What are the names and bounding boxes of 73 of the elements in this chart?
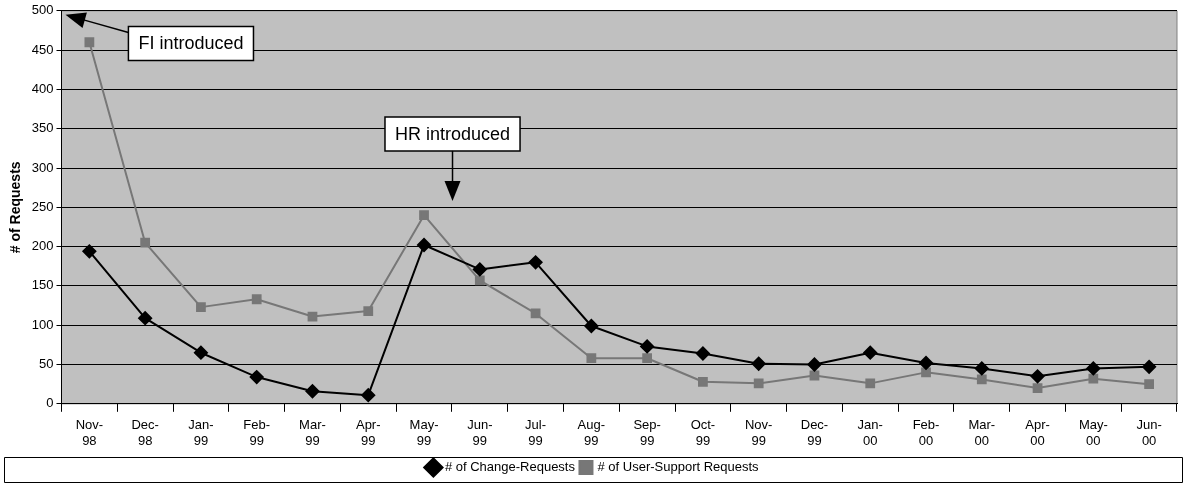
point bbox=[753, 378, 764, 389]
point bbox=[140, 237, 151, 248]
y-tick-label: 50 bbox=[39, 356, 54, 372]
point bbox=[865, 378, 876, 389]
point bbox=[251, 294, 262, 305]
legend-label: # of Change-Requests bbox=[444, 459, 576, 475]
x-tick-label: Dec-98 bbox=[131, 417, 159, 448]
point bbox=[919, 355, 934, 370]
point bbox=[1030, 369, 1045, 384]
point bbox=[1032, 383, 1043, 393]
point bbox=[698, 376, 708, 387]
point bbox=[363, 306, 374, 316]
y-tick-label: 200 bbox=[31, 238, 54, 254]
point bbox=[974, 361, 989, 376]
y-axis-title: # of Requests bbox=[7, 161, 24, 254]
x-tick-label: Apr-99 bbox=[355, 417, 381, 448]
point bbox=[84, 37, 95, 48]
point bbox=[586, 353, 597, 364]
y-tick-label: 500 bbox=[31, 2, 54, 18]
point bbox=[361, 388, 376, 403]
y-tick-label: 300 bbox=[31, 159, 54, 175]
point bbox=[921, 367, 931, 378]
point bbox=[976, 374, 987, 385]
point bbox=[640, 339, 655, 354]
point bbox=[807, 357, 822, 372]
x-tick-label: Mar-00 bbox=[968, 417, 996, 448]
x-tick-label: Mar-99 bbox=[299, 417, 326, 448]
x-tick-label: Feb-00 bbox=[912, 417, 940, 448]
point bbox=[751, 356, 766, 371]
point bbox=[1086, 361, 1101, 376]
y-tick-label: 350 bbox=[31, 120, 54, 136]
point bbox=[642, 353, 653, 364]
point bbox=[474, 275, 485, 286]
y-tick-label: 400 bbox=[31, 80, 54, 96]
x-tick-label: Sep-99 bbox=[633, 417, 661, 448]
x-tick-label: Oct-99 bbox=[690, 417, 716, 448]
point bbox=[196, 302, 206, 313]
point bbox=[82, 244, 97, 259]
y-tick-label: 450 bbox=[31, 41, 54, 57]
point bbox=[472, 262, 487, 277]
point bbox=[863, 345, 878, 360]
x-tick-label: Dec-99 bbox=[800, 417, 829, 448]
point bbox=[193, 345, 208, 360]
x-tick-label: Jun-00 bbox=[1136, 417, 1162, 448]
point bbox=[584, 318, 599, 333]
x-tick-label: May-99 bbox=[409, 417, 439, 448]
x-tick-label: Jan-00 bbox=[857, 417, 883, 448]
y-tick-label: 0 bbox=[46, 395, 54, 411]
x-tick-label: Nov-98 bbox=[75, 417, 104, 448]
point bbox=[1088, 373, 1099, 384]
x-tick-label: Jun-99 bbox=[467, 417, 493, 448]
x-tick-label: May-00 bbox=[1078, 417, 1108, 448]
x-tick-label: Aug-99 bbox=[577, 417, 606, 448]
legend-label: # of User-Support Requests bbox=[597, 459, 760, 475]
annotation: FI introduced bbox=[138, 33, 244, 54]
point bbox=[305, 384, 320, 399]
point bbox=[1142, 359, 1157, 374]
point bbox=[419, 210, 429, 221]
y-tick-label: 100 bbox=[31, 316, 54, 332]
y-tick-label: 250 bbox=[31, 198, 54, 214]
annotation: HR introduced bbox=[394, 123, 511, 144]
point bbox=[1144, 379, 1154, 390]
x-tick-label: Apr-00 bbox=[1025, 417, 1050, 448]
point bbox=[528, 255, 543, 270]
x-tick-label: Jan-99 bbox=[188, 417, 214, 448]
x-tick-label: Jul-99 bbox=[525, 417, 547, 448]
x-tick-label: Nov-99 bbox=[744, 417, 773, 448]
point bbox=[417, 238, 432, 253]
point bbox=[138, 311, 153, 326]
point bbox=[249, 370, 264, 385]
x-tick-label: Feb-99 bbox=[243, 417, 271, 448]
point bbox=[695, 346, 710, 361]
y-tick-label: 150 bbox=[31, 277, 54, 293]
